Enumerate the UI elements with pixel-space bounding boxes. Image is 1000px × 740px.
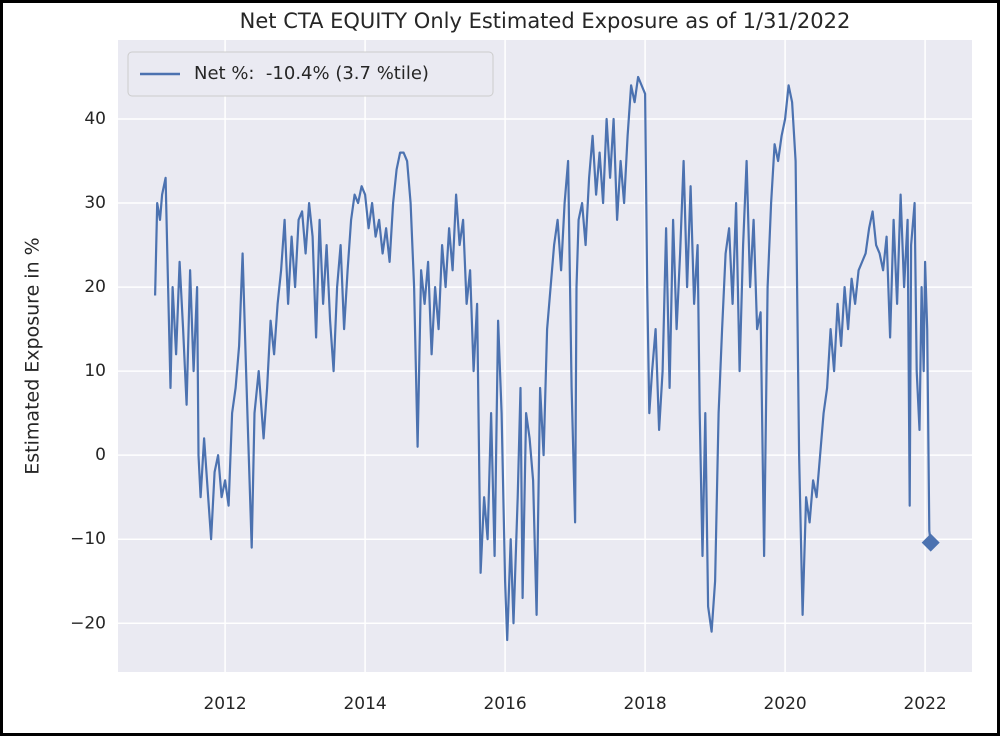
chart-title: Net CTA EQUITY Only Estimated Exposure a… — [240, 9, 851, 33]
x-tick-label: 2016 — [483, 694, 526, 714]
y-tick-label: −10 — [70, 529, 106, 549]
y-axis-label: Estimated Exposure in % — [22, 237, 44, 474]
data-line — [154, 75, 932, 642]
legend-box — [127, 51, 494, 97]
x-tick-label: 2012 — [203, 694, 246, 714]
y-tick-label: 10 — [84, 361, 106, 381]
y-tick-label: 20 — [84, 277, 106, 297]
y-tick-label: 30 — [84, 193, 106, 213]
y-tick-label: −20 — [70, 613, 106, 633]
x-tick-label: 2014 — [343, 694, 386, 714]
x-tick-label: 2018 — [623, 694, 666, 714]
legend-label: Net %: -10.4% (3.7 %tile) — [194, 63, 429, 84]
end-marker — [921, 533, 940, 552]
y-tick-label: 40 — [84, 109, 106, 129]
x-tick-label: 2022 — [903, 694, 946, 714]
x-tick-label: 2020 — [763, 694, 806, 714]
y-tick-label: 0 — [95, 445, 106, 465]
